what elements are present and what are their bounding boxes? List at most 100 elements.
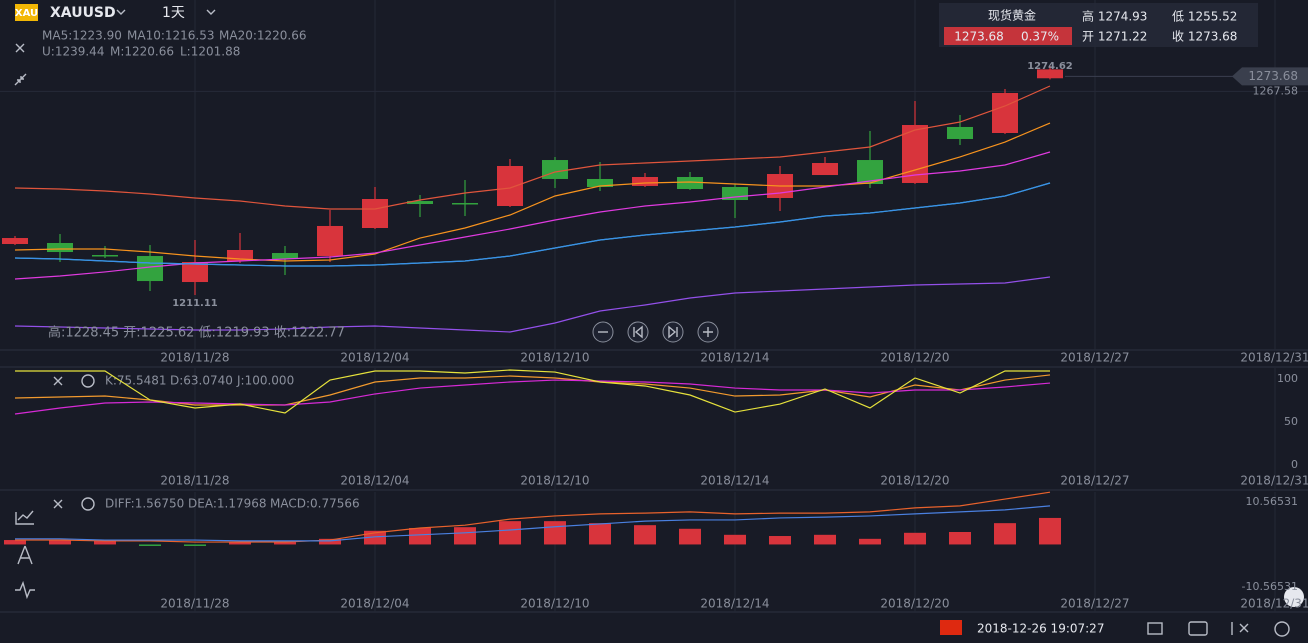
indicator-line [15, 369, 1050, 414]
x-tick-label: 2018/11/28 [160, 351, 229, 365]
legend-label: K:75.5481 [105, 374, 167, 388]
symbol-icon [15, 4, 38, 21]
macd-bar [679, 528, 701, 545]
x-tick-label: 2018/12/04 [340, 351, 409, 365]
macd-bar [814, 534, 836, 545]
x-tick-label: 2018/11/28 [160, 597, 229, 611]
y-tick-label: 0 [1291, 458, 1298, 471]
settings-icon[interactable] [81, 497, 95, 511]
camera-icon[interactable] [1188, 621, 1208, 636]
x-tick-label: 2018/12/10 [520, 597, 589, 611]
legend-label: DIFF:1.56750 [105, 497, 184, 511]
candle-body [497, 166, 523, 206]
close-icon[interactable] [15, 43, 25, 53]
macd-bar [1039, 517, 1061, 545]
macd-bar [724, 534, 746, 545]
start-button[interactable] [627, 321, 649, 343]
quote-low: 低 1255.52 [1172, 10, 1237, 24]
indicator-line [14, 379, 1051, 415]
y-tick-label: 100 [1277, 372, 1298, 385]
symbol[interactable]: XAUUSD [50, 5, 116, 21]
legend-label: MA20:1220.66 [219, 29, 307, 43]
datetime: 2018-12-26 19:07:27 [977, 622, 1104, 636]
x-tick-label: 2018/12/14 [700, 351, 769, 365]
low-annotation: 1211.11 [172, 298, 218, 309]
last-price-tag [1232, 67, 1308, 86]
candle-body [857, 160, 883, 184]
wave-icon[interactable] [15, 580, 35, 600]
indicator-icon[interactable] [15, 510, 34, 525]
x-tick-label: 2018/12/31 [1240, 597, 1308, 611]
candle-body [677, 177, 703, 190]
interval-dropdown[interactable] [206, 9, 216, 15]
indicator-line [14, 85, 1051, 210]
legend-label: MACD:0.77566 [270, 497, 360, 511]
quote-close: 收 1273.68 [1172, 30, 1237, 44]
last-price-label: 1273.68 [1248, 69, 1298, 83]
candle-body [92, 255, 118, 257]
close-icon[interactable] [53, 499, 63, 509]
macd-bar [139, 544, 161, 546]
y-tick-label: 10.56531 [1246, 495, 1299, 508]
macd-bar [544, 521, 566, 545]
quote-price-box [944, 27, 1072, 45]
y-tick-label: 1267.58 [1253, 84, 1299, 97]
macd-bar [49, 540, 71, 545]
legend-label: L:1201.88 [180, 45, 240, 59]
x-tick-label: 2018/12/31 [1240, 351, 1308, 365]
symbol-dropdown[interactable] [116, 9, 126, 15]
end-icon [668, 325, 678, 339]
x-tick-label: 2018/12/14 [700, 474, 769, 488]
macd-bar [319, 538, 341, 545]
interval[interactable]: 1天 [162, 5, 185, 21]
draw-icon[interactable] [17, 545, 33, 565]
quote-change: 0.37% [1021, 30, 1059, 44]
x-tick-label: 2018/12/04 [340, 597, 409, 611]
nav-buttons [592, 321, 719, 343]
candle-body [992, 93, 1018, 134]
candle-body [452, 203, 478, 205]
candle-body [947, 126, 973, 139]
legend-label: MA5:1223.90 [42, 29, 122, 43]
candle-body [542, 160, 568, 179]
macd-bar [634, 525, 656, 545]
symbol-icon-text: XAU [15, 8, 38, 19]
close-icon[interactable] [53, 376, 63, 386]
end-button[interactable] [662, 321, 684, 343]
legend-label: DEA:1.17968 [188, 497, 267, 511]
candle-body [47, 242, 73, 253]
macd-bar [499, 521, 521, 545]
x-tick-label: 2018/12/04 [340, 474, 409, 488]
candle-body [1037, 69, 1063, 79]
legend-label: U:1239.44 [42, 45, 104, 59]
indicator-line [14, 122, 1051, 262]
quote-price: 1273.68 [954, 30, 1004, 44]
high-annotation: 1274.62 [1027, 61, 1073, 72]
candle-body [317, 225, 343, 257]
ohlc-info: 高:1228.45 开:1225.62 低:1219.93 收:1222.77 [48, 325, 345, 341]
quote-open: 开 1271.22 [1082, 30, 1147, 44]
macd-bar [94, 540, 116, 545]
mute-icon[interactable] [1231, 622, 1249, 635]
indicator-line [14, 374, 1051, 406]
settings-icon[interactable] [81, 374, 95, 388]
settings-icon[interactable] [1274, 621, 1290, 637]
collapse-icon[interactable] [14, 73, 27, 86]
x-tick-label: 2018/12/10 [520, 474, 589, 488]
macd-bar [589, 523, 611, 545]
macd-bar [4, 540, 26, 545]
quote-name: 现货黄金 [988, 8, 1036, 23]
legend-label: MA10:1216.53 [127, 29, 215, 43]
legend-label: M:1220.66 [110, 45, 174, 59]
candle-body [812, 163, 838, 176]
macd-bar [859, 538, 881, 545]
candle-body [362, 199, 388, 228]
window-icon[interactable] [1147, 622, 1163, 635]
macd-bar [409, 527, 431, 545]
macd-bar [229, 542, 251, 545]
x-tick-label: 2018/12/27 [1060, 351, 1129, 365]
indicator-line [14, 276, 1051, 333]
x-tick-label: 2018/11/28 [160, 474, 229, 488]
candle-body [632, 177, 658, 186]
